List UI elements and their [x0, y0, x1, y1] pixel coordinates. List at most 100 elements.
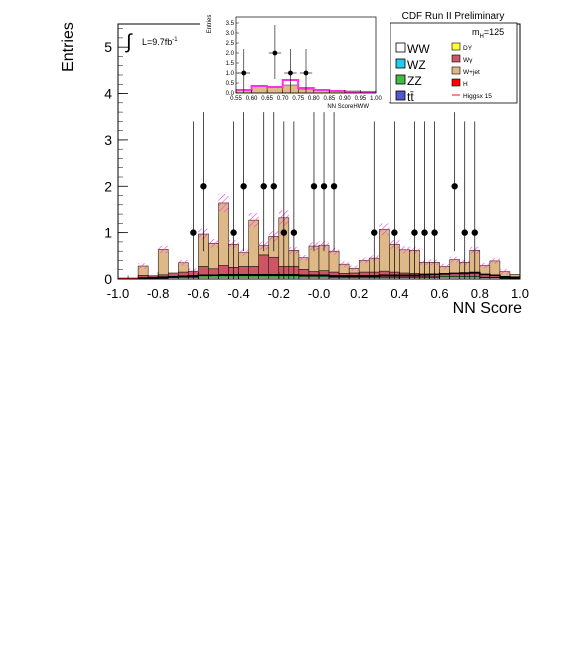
- uncertainty-hatch: [349, 266, 359, 272]
- data-point: [261, 183, 267, 189]
- bar-wjet: [379, 229, 389, 271]
- x-tick-label: -1.0: [107, 286, 129, 301]
- data-point: [271, 183, 277, 189]
- x-tick-label: 0.6: [431, 286, 449, 301]
- x-tick-label: -0.8: [147, 286, 169, 301]
- bar-w: [480, 275, 490, 277]
- inset-x-tick-label: 0.80: [308, 96, 320, 102]
- inset-y-tick-label: 2.5: [226, 41, 235, 47]
- integral-symbol: ∫: [125, 31, 133, 53]
- inset-x-tick-label: 0.70: [277, 96, 289, 102]
- inset-x-tick-label: 0.90: [339, 96, 351, 102]
- uncertainty-hatch: [249, 213, 259, 227]
- legend-label: ZZ: [407, 74, 422, 88]
- y-tick-label: 2: [104, 178, 112, 194]
- y-axis-label: Entries: [60, 22, 77, 72]
- legend-label: H: [463, 81, 468, 88]
- inset-y-tick-label: 0.5: [226, 81, 235, 87]
- x-tick-label: 0.8: [471, 286, 489, 301]
- legend-label: tt̄: [407, 90, 414, 104]
- inset-data-point: [304, 71, 309, 76]
- data-point: [462, 229, 468, 235]
- bar-w: [198, 266, 208, 275]
- legend-swatch: [396, 91, 405, 100]
- inset-x-tick-label: 0.60: [246, 96, 258, 102]
- x-tick-label: 1.0: [511, 286, 529, 301]
- legend-swatch: [396, 43, 405, 52]
- chart-title: CDF Run II Preliminary: [402, 11, 505, 22]
- y-tick-label: 5: [104, 39, 112, 55]
- data-point: [200, 183, 206, 189]
- x-tick-label: -0.6: [187, 286, 209, 301]
- y-tick-label: 3: [104, 132, 112, 148]
- y-tick-label: 1: [104, 225, 112, 241]
- legend-swatch: [396, 75, 405, 84]
- legend-swatch: [452, 55, 460, 62]
- uncertainty-hatch: [500, 269, 510, 275]
- legend-swatch: [452, 79, 460, 86]
- uncertainty-hatch: [339, 261, 349, 267]
- uncertainty-hatch: [178, 260, 188, 266]
- data-point: [281, 229, 287, 235]
- uncertainty-hatch: [440, 264, 450, 270]
- data-point: [190, 229, 196, 235]
- data-point: [230, 229, 236, 235]
- x-tick-label: -0.2: [268, 286, 290, 301]
- uncertainty-hatch: [450, 257, 460, 263]
- inset-y-tick-label: 1.0: [226, 71, 235, 77]
- data-point: [311, 183, 317, 189]
- inset-x-tick-label: 0.75: [292, 96, 304, 102]
- uncertainty-hatch: [480, 263, 490, 269]
- data-point: [331, 183, 337, 189]
- legend-label: WZ: [407, 58, 426, 72]
- legend-label: W+jet: [463, 69, 480, 76]
- data-point: [431, 229, 437, 235]
- uncertainty-hatch: [490, 258, 500, 264]
- legend-label: Wγ: [463, 57, 473, 64]
- inset-x-tick-label: 1.00: [370, 96, 382, 102]
- data-point: [321, 183, 327, 189]
- inset-data-point: [288, 71, 293, 76]
- uncertainty-hatch: [399, 246, 409, 253]
- bar-wjet: [158, 249, 168, 275]
- bar-w: [138, 275, 148, 277]
- data-point: [391, 229, 397, 235]
- inset-y-axis-label: Entries: [207, 15, 213, 34]
- x-tick-label: 0.4: [390, 286, 408, 301]
- data-point: [421, 229, 427, 235]
- legend-swatch: [396, 59, 405, 68]
- legend-label: WW: [407, 42, 430, 56]
- stacked-background-bars: [138, 203, 520, 279]
- inset-bar: [252, 86, 268, 93]
- uncertainty-hatch: [359, 258, 369, 264]
- data-point: [240, 183, 246, 189]
- y-tick-label: 4: [104, 86, 112, 102]
- inset-data-point: [272, 51, 277, 56]
- legend-label: Higgsx 15: [463, 93, 492, 100]
- inset-x-tick-label: 0.95: [355, 96, 367, 102]
- inset-y-tick-label: 3.0: [226, 31, 235, 37]
- uncertainty-hatch: [379, 223, 389, 235]
- bar-w: [269, 257, 279, 276]
- x-axis-label: NN Score: [453, 300, 522, 317]
- bar-w: [259, 255, 269, 276]
- uncertainty-hatch: [208, 239, 218, 248]
- inset-y-tick-label: 3.5: [226, 21, 235, 27]
- data-point: [291, 229, 297, 235]
- inset-x-axis-label: NN ScoreHWW: [327, 104, 369, 110]
- legend-label: DY: [463, 45, 473, 52]
- uncertainty-hatch: [138, 263, 148, 269]
- uncertainty-hatch: [158, 246, 168, 253]
- x-tick-label: -0.4: [227, 286, 249, 301]
- inset-y-tick-label: 0.0: [226, 91, 235, 97]
- inset-y-tick-label: 1.5: [226, 61, 235, 67]
- inset-x-tick-label: 0.65: [261, 96, 273, 102]
- legend-swatch: [452, 67, 460, 74]
- x-tick-label: 0.2: [350, 286, 368, 301]
- inset-data-point: [241, 71, 246, 76]
- legend-swatch: [452, 43, 460, 50]
